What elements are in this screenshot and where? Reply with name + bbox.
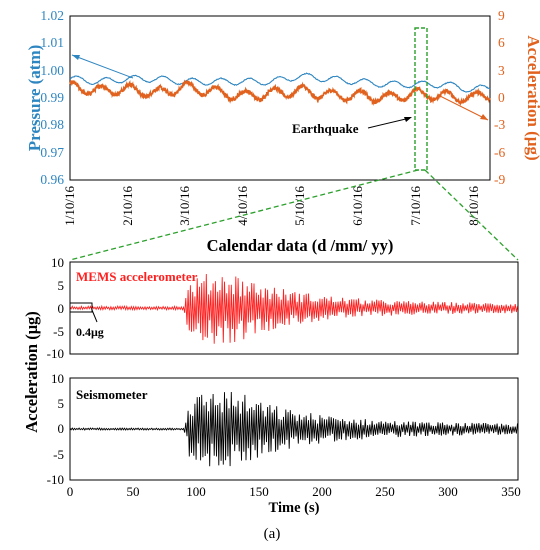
mems-y-tick-10: 10: [51, 255, 64, 270]
mems-y-tick-5: 5: [58, 278, 65, 293]
x-tick-6: 6/10/16: [350, 186, 365, 226]
noise-marker-arrow: [91, 309, 98, 323]
noise-marker-box: [69, 302, 93, 313]
tick-label-right-1: 9: [498, 8, 505, 23]
mems-y-tick-neg5: -5: [53, 324, 64, 339]
top-right-y-ticks: 9 6 3 0 -3 -6 -9: [494, 8, 505, 187]
mems-series-line: [69, 273, 518, 344]
tick-label-left-6: 0.97: [40, 145, 64, 160]
tick-label-left-2: 1.01: [40, 35, 64, 50]
top-right-axis-title: Acceleration (μg): [524, 35, 540, 160]
x-tick-350: 350: [501, 484, 521, 499]
acceleration-arrow-head: [480, 114, 488, 120]
seismometer-series-line: [69, 391, 518, 467]
mems-series-label: MEMS accelerometer: [76, 269, 198, 284]
x-tick-1: 1/10/16: [62, 186, 77, 226]
seis-y-tick-0: 0: [58, 421, 65, 436]
x-tick-2: 2/10/16: [120, 186, 135, 226]
zoom-guide-right: [424, 169, 519, 261]
shared-y-axis-title: Acceleration (μg): [22, 311, 41, 433]
tick-label-right-3: 3: [498, 63, 505, 78]
mems-panel: MEMS accelerometer 0.4μg 10 5 0 -5 -10: [47, 255, 519, 361]
tick-label-left-1: 1.02: [40, 8, 64, 23]
earthquake-highlight-box: [414, 27, 428, 171]
seis-y-tick-10: 10: [51, 371, 64, 386]
tick-label-left-5: 0.98: [40, 117, 64, 132]
seis-y-tick-neg5: -5: [53, 447, 64, 462]
x-tick-4: 4/10/16: [235, 186, 250, 226]
tick-label-right-4: 0: [498, 90, 505, 105]
tick-label-left-3: 1.00: [40, 63, 64, 78]
figure-caption: (a): [264, 526, 281, 542]
mems-y-tick-neg10: -10: [47, 346, 64, 361]
earthquake-arrow-head: [404, 117, 412, 122]
x-tick-8: 8/10/16: [466, 186, 481, 226]
acceleration-series-line: [69, 79, 491, 107]
acceleration-arrow: [439, 95, 489, 121]
tick-label-left-4: 0.99: [40, 90, 64, 105]
top-x-axis-title: Calendar data (d /mm/ yy): [207, 236, 394, 255]
mems-y-tick-0: 0: [58, 301, 65, 316]
earthquake-arrow: [367, 117, 411, 129]
x-tick-150: 150: [249, 484, 269, 499]
x-tick-300: 300: [438, 484, 458, 499]
x-tick-3: 3/10/16: [177, 186, 192, 226]
x-tick-50: 50: [127, 484, 140, 499]
top-left-y-ticks: 1.02 1.01 1.00 0.99 0.98 0.97 0.96: [40, 8, 64, 187]
tick-label-right-7: -9: [494, 172, 505, 187]
tick-label-right-2: 6: [498, 35, 505, 50]
earthquake-label: Earthquake: [292, 121, 359, 136]
seismometer-panel: Seismometer 10 5 0 -5 -10 0 50 100 150 2…: [47, 371, 521, 516]
bottom-x-axis-title: Time (s): [269, 500, 320, 516]
tick-label-left-7: 0.96: [40, 172, 64, 187]
seis-y-tick-neg10: -10: [47, 472, 64, 487]
noise-level-label: 0.4μg: [76, 325, 104, 339]
pressure-arrow-head: [72, 55, 80, 60]
seis-y-tick-5: 5: [58, 396, 65, 411]
x-tick-200: 200: [312, 484, 332, 499]
pressure-series-line: [69, 72, 491, 93]
zoom-guide-left: [69, 169, 419, 261]
x-tick-250: 250: [375, 484, 395, 499]
x-tick-7: 7/10/16: [408, 186, 423, 226]
pressure-arrow: [71, 54, 134, 79]
seismometer-series-label: Seismometer: [76, 387, 148, 402]
x-tick-100: 100: [186, 484, 206, 499]
x-tick-0: 0: [67, 484, 74, 499]
x-tick-5: 5/10/16: [292, 186, 307, 226]
top-x-ticks: 1/10/16 2/10/16 3/10/16 4/10/16 5/10/16 …: [62, 186, 481, 226]
top-left-axis-title: Pressure (atm): [25, 45, 44, 152]
tick-label-right-6: -6: [494, 145, 505, 160]
tick-label-right-5: -3: [494, 117, 505, 132]
top-plot-frame: [69, 15, 491, 181]
top-panel: 1.02 1.01 1.00 0.99 0.98 0.97 0.96 9 6 3…: [25, 8, 540, 255]
